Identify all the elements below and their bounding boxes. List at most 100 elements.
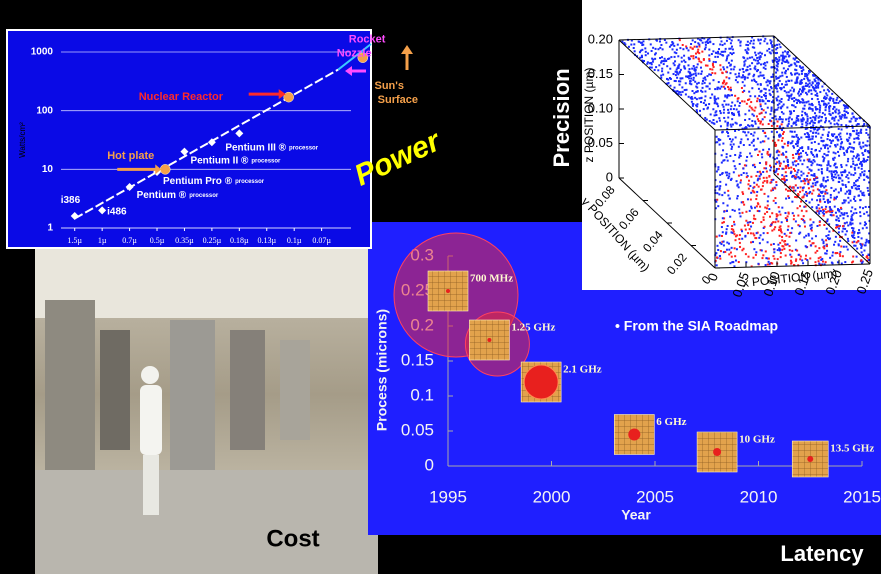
scatter-point — [850, 174, 852, 176]
scatter-point — [703, 59, 705, 61]
scatter-point — [679, 47, 681, 49]
processor-name: i486 — [107, 206, 127, 217]
scatter-point — [743, 57, 745, 59]
scatter-point — [811, 161, 813, 163]
z-tick-label: 0.20 — [588, 31, 613, 46]
scatter-point — [711, 72, 713, 74]
scatter-point — [685, 93, 687, 95]
scatter-point — [719, 185, 721, 187]
scatter-point — [816, 164, 818, 166]
scatter-point — [724, 251, 726, 253]
scatter-point — [750, 133, 752, 135]
scatter-point — [771, 66, 773, 68]
scatter-point — [856, 164, 858, 166]
scatter-point — [834, 241, 836, 243]
scatter-point — [746, 172, 748, 174]
scatter-point — [730, 89, 732, 91]
scatter-point — [647, 52, 649, 54]
scatter-point — [757, 60, 759, 62]
scatter-point — [790, 72, 792, 74]
scatter-point — [741, 191, 743, 193]
scatter-point — [720, 250, 722, 252]
scatter-point — [823, 195, 825, 197]
scatter-point — [760, 221, 762, 223]
scatter-point — [778, 103, 780, 105]
scatter-point — [818, 101, 820, 103]
scatter-point — [840, 190, 842, 192]
scatter-point — [812, 81, 814, 83]
scatter-point — [797, 120, 799, 122]
scatter-point — [835, 116, 837, 118]
scatter-point — [797, 169, 799, 171]
scatter-point — [733, 68, 735, 70]
scatter-point — [764, 193, 766, 195]
scatter-point — [764, 213, 766, 215]
scatter-point — [799, 88, 801, 90]
scatter-point — [809, 191, 811, 193]
scatter-point — [690, 78, 692, 80]
scatter-point — [639, 57, 641, 59]
scatter-point — [748, 180, 750, 182]
scatter-point — [740, 41, 742, 43]
scatter-point — [801, 73, 803, 75]
scatter-point — [716, 136, 718, 138]
scatter-point — [836, 224, 838, 226]
scatter-point — [787, 159, 789, 161]
chip-label: 2.1 GHz — [563, 364, 602, 376]
scatter-point — [732, 261, 734, 263]
scatter-point — [728, 77, 730, 79]
scatter-point — [855, 245, 857, 247]
scatter-point — [864, 149, 866, 151]
scatter-point — [811, 135, 813, 137]
scatter-point — [750, 232, 752, 234]
scatter-point — [838, 119, 840, 121]
scatter-point — [726, 76, 728, 78]
scatter-point — [740, 179, 742, 181]
scatter-point — [716, 256, 718, 258]
scatter-point — [756, 205, 758, 207]
scatter-point — [838, 225, 840, 227]
scatter-point — [743, 144, 745, 146]
scatter-point — [819, 107, 821, 109]
scatter-point — [713, 61, 715, 63]
scatter-point — [687, 49, 689, 51]
scatter-point — [739, 212, 741, 214]
scatter-point — [663, 63, 665, 65]
scatter-point — [796, 115, 798, 117]
scatter-point — [784, 50, 786, 52]
scatter-point — [772, 187, 774, 189]
scatter-point — [707, 42, 709, 44]
scatter-point — [725, 48, 727, 50]
scatter-point — [675, 74, 677, 76]
scatter-point — [669, 68, 671, 70]
scatter-point — [805, 101, 807, 103]
scatter-point — [807, 183, 809, 185]
scatter-point — [838, 220, 840, 222]
scatter-point — [721, 72, 723, 74]
scatter-point — [762, 254, 764, 256]
scatter-point — [865, 244, 867, 246]
scatter-point — [821, 168, 823, 170]
scatter-point — [837, 151, 839, 153]
scatter-point — [819, 224, 821, 226]
scatter-point — [678, 67, 680, 69]
scatter-point — [756, 63, 758, 65]
scatter-point — [853, 237, 855, 239]
scatter-point — [691, 74, 693, 76]
scatter-point — [740, 142, 742, 144]
scatter-point — [746, 156, 748, 158]
scatter-point — [765, 112, 767, 114]
scatter-point — [785, 167, 787, 169]
scatter-point — [739, 246, 741, 248]
scatter-point — [694, 41, 696, 43]
x-tick-label: 0.5µ — [150, 236, 165, 245]
scatter-point — [736, 248, 738, 250]
scatter-point — [852, 127, 854, 129]
scatter-point — [825, 235, 827, 237]
scatter-point — [822, 160, 824, 162]
scatter-point — [819, 109, 821, 111]
scatter-point — [714, 72, 716, 74]
scatter-point — [845, 200, 847, 202]
scatter-point — [747, 183, 749, 185]
scatter-point — [789, 89, 791, 91]
